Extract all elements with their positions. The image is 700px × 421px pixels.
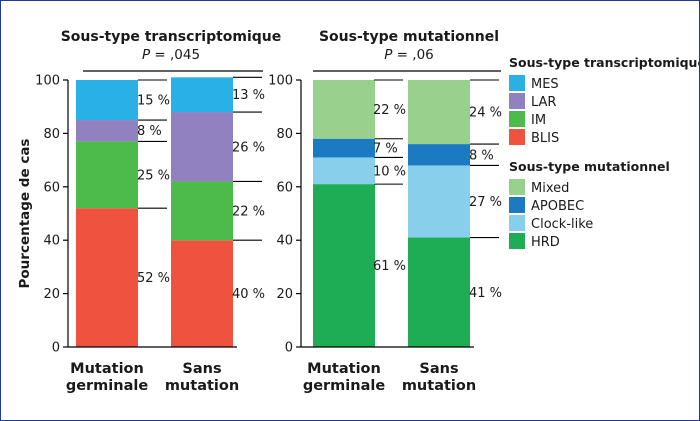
- panel2-y-tick-label: 80: [276, 127, 293, 142]
- legend-swatch: [509, 179, 525, 195]
- panel2-bar-hrd-1: [313, 184, 375, 347]
- panel2-category-label: mutation: [402, 378, 476, 394]
- panel1-bar-lar-2: [171, 112, 233, 182]
- panel2-bar-hrd-2: [408, 237, 470, 347]
- legend-label: Clock-like: [531, 217, 593, 232]
- panel1-bar-mes-1: [76, 80, 138, 121]
- panel2-category-label: Mutation: [307, 361, 381, 377]
- panel1-category-label: germinale: [66, 378, 149, 394]
- panel2-bar-apobec-1: [313, 138, 375, 158]
- legend-swatch: [509, 111, 525, 127]
- panel1-y-tick-label: 80: [43, 127, 60, 142]
- panel2-data-label: 41 %: [469, 286, 502, 301]
- panel1-bar-im-2: [171, 181, 233, 241]
- panel2-y-tick-label: 40: [276, 234, 293, 249]
- panel2-title: Sous-type mutationnel: [319, 29, 499, 45]
- panel1-data-label: 15 %: [137, 94, 170, 109]
- panel2-y-tick-label: 60: [276, 180, 293, 195]
- legend-label: Mixed: [531, 181, 569, 196]
- legend-title: Sous-type mutationnel: [509, 159, 670, 174]
- panel2-bar-mixed-1: [313, 80, 375, 139]
- panel2-data-label: 24 %: [469, 106, 502, 121]
- panel2-bar-apobec-2: [408, 144, 470, 166]
- panel1-data-label: 22 %: [232, 204, 265, 219]
- panel2-data-label: 22 %: [373, 103, 406, 118]
- panel1-y-tick-label: 40: [43, 234, 60, 249]
- panel2-data-label: 10 %: [373, 164, 406, 179]
- panel1-data-label: 25 %: [137, 168, 170, 183]
- panel1-bar-mes-2: [171, 77, 233, 113]
- panel1-data-label: 52 %: [137, 271, 170, 286]
- panel2-y-tick-label: 100: [268, 74, 293, 89]
- panel1-data-label: 13 %: [232, 88, 265, 103]
- legend-swatch: [509, 129, 525, 145]
- panel1-subtitle: P = ,045: [142, 47, 200, 63]
- panel1-title: Sous-type transcriptomique: [61, 29, 282, 45]
- panel2-category-label: Sans: [419, 361, 458, 377]
- panel1-category-label: Sans: [182, 361, 221, 377]
- panel2-bar-clock-like-2: [408, 165, 470, 238]
- panel2-category-label: germinale: [303, 378, 386, 394]
- panel1-data-label: 40 %: [232, 287, 265, 302]
- legend-swatch: [509, 197, 525, 213]
- panel1-category-label: Mutation: [70, 361, 144, 377]
- legend-swatch: [509, 75, 525, 91]
- panel1-bar-lar-1: [76, 120, 138, 142]
- legend-label: LAR: [531, 95, 556, 110]
- panel2-subtitle: P = ,06: [384, 47, 434, 63]
- panel1-bar-blis-1: [76, 208, 138, 347]
- panel2-y-tick-label: 0: [285, 341, 293, 356]
- panel1-y-tick-label: 60: [43, 180, 60, 195]
- panel2-bar-clock-like-1: [313, 157, 375, 185]
- legend-swatch: [509, 233, 525, 249]
- panel2-data-label: 61 %: [373, 259, 406, 274]
- panel2-data-label: 7 %: [373, 142, 398, 157]
- panel1-y-tick-label: 0: [52, 341, 60, 356]
- panel1-bar-blis-2: [171, 240, 233, 347]
- panel2-y-tick-label: 20: [276, 287, 293, 302]
- legend-label: BLIS: [531, 131, 559, 146]
- legend-title: Sous-type transcriptomique: [509, 55, 699, 70]
- panel1-data-label: 8 %: [137, 124, 162, 139]
- panel1-y-tick-label: 20: [43, 287, 60, 302]
- legend-label: IM: [531, 113, 546, 128]
- y-axis-title: Pourcentage de cas: [17, 139, 33, 289]
- legend-label: APOBEC: [531, 199, 584, 214]
- panel2-data-label: 8 %: [469, 148, 494, 163]
- legend-swatch: [509, 93, 525, 109]
- panel1-y-tick-label: 100: [35, 74, 60, 89]
- panel2-data-label: 27 %: [469, 195, 502, 210]
- legend-label: MES: [531, 77, 559, 92]
- panel1-data-label: 26 %: [232, 140, 265, 155]
- panel2-bar-mixed-2: [408, 80, 470, 145]
- legend-label: HRD: [531, 235, 560, 250]
- legend-swatch: [509, 215, 525, 231]
- panel1-category-label: mutation: [165, 378, 239, 394]
- panel1-bar-im-1: [76, 141, 138, 209]
